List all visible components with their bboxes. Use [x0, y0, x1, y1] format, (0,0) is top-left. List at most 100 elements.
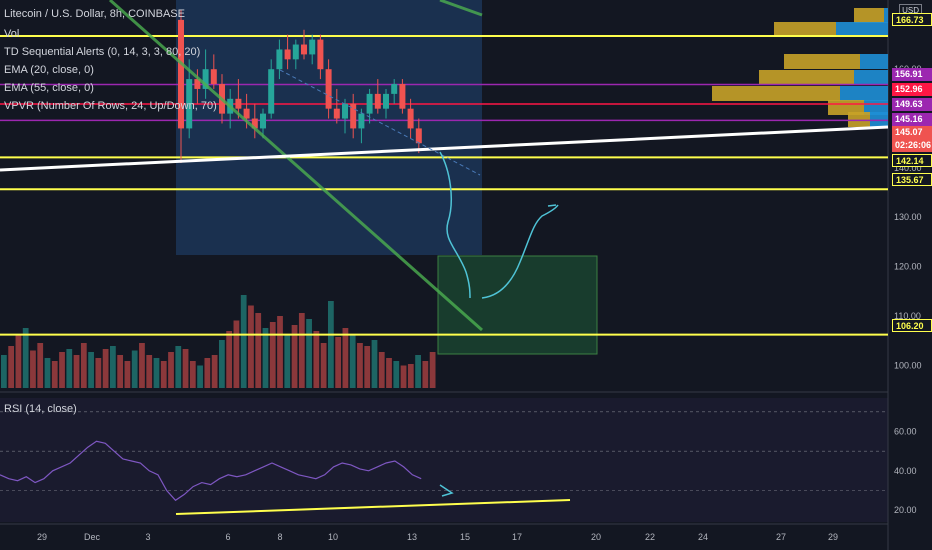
volume-bar	[291, 325, 298, 388]
volume-bar	[349, 334, 356, 388]
rsi-trendline	[175, 499, 571, 515]
time-tick-label: 3	[145, 532, 150, 542]
candle-body	[366, 93, 373, 114]
volume-bar	[378, 352, 385, 388]
volume-bar	[219, 340, 225, 388]
time-tick-label: 8	[277, 532, 282, 542]
volume-bar	[131, 350, 138, 388]
candle-body	[235, 98, 242, 109]
candles-layer	[178, 10, 422, 163]
vpvr-bar-sell	[774, 22, 836, 37]
indicator-td-sequential[interactable]: TD Sequential Alerts (0, 14, 3, 3, 80, 2…	[4, 46, 201, 58]
arrow-head	[547, 204, 557, 207]
volume-bar	[357, 343, 363, 388]
price-tag: 142.14	[892, 154, 932, 167]
candle-body	[407, 108, 414, 129]
volume-bar	[262, 328, 269, 388]
volume-bar	[233, 320, 240, 388]
volume-bar	[51, 361, 58, 388]
white-support-line	[0, 125, 889, 172]
volume-bar	[102, 349, 109, 388]
volume-bar	[393, 361, 400, 388]
price-tag: 135.67	[892, 173, 932, 186]
volume-bar	[117, 355, 124, 388]
rsi-pane	[0, 398, 888, 522]
candle-body	[210, 69, 217, 85]
price-tick-label: 140.00	[894, 163, 922, 173]
time-tick-label: 10	[328, 532, 338, 542]
time-tick-label: 22	[645, 532, 655, 542]
volume-bar	[306, 319, 312, 388]
volume-bar	[139, 343, 145, 388]
indicator-vol[interactable]: Vol	[4, 28, 20, 40]
candle-body	[276, 49, 283, 70]
rsi-label[interactable]: RSI (14, close)	[4, 403, 77, 415]
volume-bar	[211, 355, 218, 388]
candle-body	[178, 19, 184, 129]
indicator-vpvr[interactable]: VPVR (Number Of Rows, 24, Up/Down, 70)	[4, 100, 217, 112]
candle-body	[383, 93, 389, 109]
vpvr-bar-buy	[870, 112, 888, 127]
rsi-arrow	[439, 484, 454, 497]
rsi-layer	[0, 411, 888, 502]
price-tag: 02:26:06	[892, 139, 932, 152]
candle-body	[243, 108, 250, 119]
candle-body	[391, 84, 398, 94]
volume-bar	[80, 343, 87, 388]
volume-bar	[30, 350, 36, 388]
vpvr-bar-buy	[854, 70, 888, 85]
candle-body	[194, 79, 201, 89]
volume-bar	[371, 340, 378, 388]
background-layer	[0, 0, 889, 550]
volume-bar	[400, 365, 407, 388]
vpvr-bar-buy	[840, 86, 888, 101]
vpvr-bar-sell	[854, 8, 884, 23]
volume-bar	[168, 352, 174, 388]
volume-bar	[22, 328, 29, 388]
volume-bar	[386, 358, 392, 388]
vpvr-layer	[712, 8, 888, 127]
time-tick-label: 15	[460, 532, 470, 542]
time-tick-label: 24	[698, 532, 708, 542]
volume-bar	[248, 305, 254, 388]
time-tick-label: 27	[776, 532, 786, 542]
volume-bar	[226, 331, 233, 388]
candle-body	[317, 39, 324, 70]
price-tag: 145.07	[892, 126, 932, 139]
price-tick-label: 130.00	[894, 212, 922, 222]
indicator-ema-20[interactable]: EMA (20, close, 0)	[4, 64, 94, 76]
volume-bar	[73, 355, 80, 388]
candle-body	[301, 44, 307, 55]
volume-bar	[429, 352, 436, 388]
volume-bar	[88, 352, 94, 388]
volume-bar	[240, 295, 247, 388]
drawings-layer	[0, 0, 889, 515]
volume-bar	[407, 364, 414, 388]
volume-bar	[415, 355, 421, 388]
levels-layer	[0, 35, 888, 336]
candle-body	[186, 79, 193, 129]
candle-body	[251, 118, 258, 129]
volume-bar	[124, 361, 131, 388]
channel-line	[279, 69, 481, 176]
candle-body	[350, 103, 357, 129]
time-tick-label: 29	[828, 532, 838, 542]
volume-bar	[110, 346, 116, 388]
volume-bar	[44, 358, 51, 388]
volume-bar	[8, 346, 15, 388]
price-tick-label: 100.00	[894, 360, 922, 370]
upper-trendline	[439, 0, 483, 17]
price-tag: 106.20	[892, 319, 932, 332]
volume-bar	[422, 361, 429, 388]
vpvr-bar-buy	[860, 54, 888, 69]
volume-bar	[313, 331, 320, 388]
candle-body	[415, 128, 422, 144]
volume-bar	[255, 313, 262, 388]
indicator-ema-55[interactable]: EMA (55, close, 0)	[4, 82, 94, 94]
price-tag: 166.73	[892, 13, 932, 26]
vpvr-bar-sell	[712, 86, 840, 101]
time-tick-label: 20	[591, 532, 601, 542]
volume-bar	[364, 346, 371, 388]
candle-body	[268, 69, 275, 114]
